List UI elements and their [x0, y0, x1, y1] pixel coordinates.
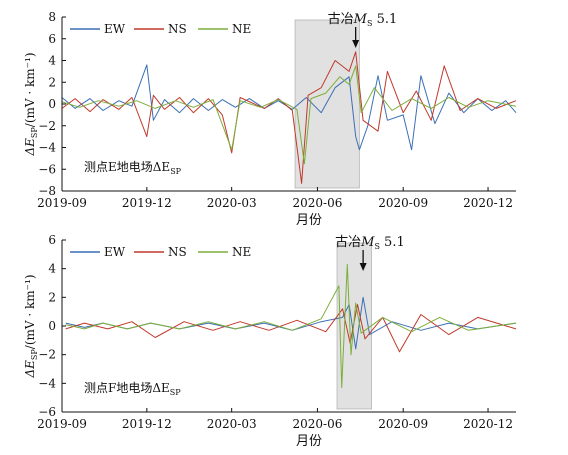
- legend-label-ns: NS: [168, 22, 187, 36]
- y-axis-label-sub: SP: [30, 127, 39, 138]
- shaded-interval: [294, 19, 360, 189]
- x-tick-label: 2019-09: [37, 417, 87, 431]
- legend-label-ns: NS: [168, 245, 187, 259]
- annotation-magnitude-sub: S: [374, 242, 379, 251]
- annotation-place: 古冶: [335, 235, 361, 250]
- panel-1: −8 −6 −4 −2 0 2 4 6 8 2019-09 2019-12 2020-03 2020-0…: [23, 10, 517, 228]
- arrow-head-icon: [359, 263, 367, 271]
- y-axis-label-main: ΔE: [23, 360, 37, 379]
- legend-label-ew: EW: [104, 22, 126, 36]
- x-tick-label: 2020-12: [463, 417, 513, 431]
- y-tick-label: −6: [38, 162, 56, 176]
- y-tick-label: −6: [38, 405, 56, 419]
- series-line-ew: [61, 64, 517, 151]
- y-tick-label: −2: [38, 348, 56, 362]
- shaded-interval: [336, 242, 372, 410]
- legend-label-ne: NE: [232, 22, 251, 36]
- x-tick-label: 2020-12: [463, 196, 513, 210]
- x-tick-label: 2019-09: [37, 196, 87, 210]
- y-tick-label: −2: [38, 119, 56, 133]
- annotation-magnitude-value: 5.1: [372, 12, 397, 27]
- y-axis-label-units: /(mV · km⁻¹): [23, 52, 37, 127]
- y-tick-label: 0: [48, 319, 56, 333]
- y-tick-label: −4: [38, 141, 56, 155]
- x-axis-label: 月份: [296, 213, 322, 228]
- legend-label-ew: EW: [104, 245, 126, 259]
- x-tick-label: 2020-06: [292, 196, 342, 210]
- x-tick-label: 2020-03: [207, 417, 257, 431]
- y-tick-label: −8: [38, 184, 56, 198]
- arrow-head-icon: [352, 40, 360, 48]
- x-tick-label: 2020-06: [292, 417, 342, 431]
- y-axis-label-sub: SP: [30, 349, 39, 360]
- y-tick-label: 2: [48, 75, 56, 89]
- x-tick-label: 2019-12: [122, 196, 172, 210]
- series-line-ne: [61, 65, 517, 165]
- x-axis-label: 月份: [296, 434, 322, 449]
- y-tick-label: 8: [48, 10, 56, 24]
- annotation-magnitude-symbol: M: [360, 235, 375, 250]
- earthquake-annotation: 古冶MS 5.1: [335, 235, 405, 251]
- x-tick-label: 2020-09: [378, 196, 428, 210]
- x-tick-label: 2019-12: [122, 417, 172, 431]
- station-label-main: 测点E地电场ΔE: [84, 160, 170, 174]
- annotation-place: 古冶: [328, 12, 354, 27]
- station-label-sub: SP: [170, 388, 181, 397]
- x-tick-label: 2020-03: [207, 196, 257, 210]
- y-axis-label: ΔESP/(mV · km⁻¹): [23, 274, 39, 378]
- station-label-main: 测点F地电场ΔE: [84, 381, 170, 395]
- y-axis-label-units: /(mV · km⁻¹): [23, 274, 37, 349]
- y-tick-label: 2: [48, 290, 56, 304]
- station-label: 测点E地电场ΔESP: [84, 160, 182, 176]
- earthquake-annotation: 古冶MS 5.1: [328, 12, 398, 28]
- y-tick-label: 6: [48, 32, 56, 46]
- y-axis-label-main: ΔE: [23, 138, 37, 157]
- series-line-ne: [65, 263, 517, 389]
- y-tick-label: −4: [38, 376, 56, 390]
- annotation-magnitude-symbol: M: [353, 12, 368, 27]
- station-label-sub: SP: [170, 167, 181, 176]
- panel-2: −6 −4 −2 0 2 4 6 2019-09 2019-12 2020-03 2020-06 20…: [23, 233, 517, 449]
- annotation-magnitude-sub: S: [367, 19, 372, 28]
- y-tick-label: 4: [48, 262, 56, 276]
- y-tick-label: 0: [48, 97, 56, 111]
- x-tick-label: 2020-09: [378, 417, 428, 431]
- y-tick-label: 4: [48, 54, 56, 68]
- annotation-magnitude-value: 5.1: [380, 235, 405, 250]
- legend-label-ne: NE: [232, 245, 251, 259]
- series-line-ns: [61, 51, 517, 184]
- y-tick-label: 6: [48, 233, 56, 247]
- y-axis-label: ΔESP/(mV · km⁻¹): [23, 52, 39, 156]
- station-label: 测点F地电场ΔESP: [84, 381, 181, 397]
- series-line-ns: [65, 304, 517, 353]
